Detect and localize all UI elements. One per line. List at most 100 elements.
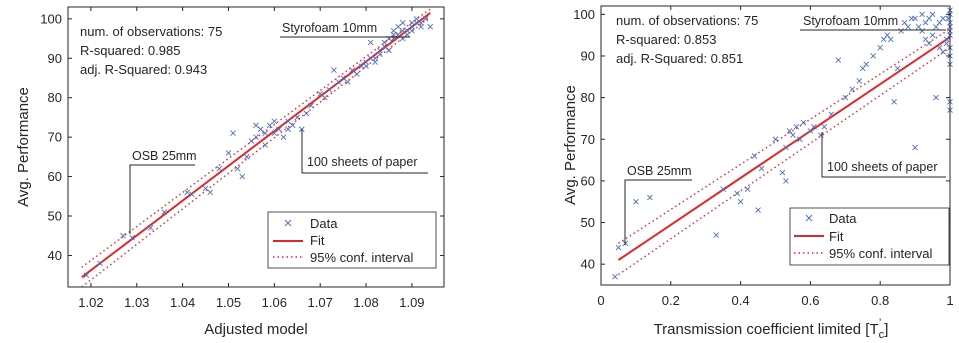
- data-point: [744, 186, 751, 193]
- data-point: [905, 24, 911, 30]
- data-point: [647, 194, 653, 201]
- data-point: [880, 36, 887, 43]
- data-point: [915, 24, 922, 30]
- data-point: [922, 19, 929, 26]
- y-tick-label: 90: [581, 48, 595, 63]
- data-point: [887, 36, 894, 43]
- data-point: [395, 31, 401, 38]
- data-point: [257, 126, 264, 133]
- data-point: [912, 144, 918, 151]
- y-axis-label: Avg. Performance: [15, 87, 32, 207]
- stat-adj-r-squared: adj. R-Squared: 0.851: [616, 51, 743, 66]
- data-point: [367, 55, 374, 62]
- data-point: [161, 209, 168, 215]
- y-tick-label: 90: [48, 51, 62, 66]
- data-point: [856, 78, 863, 84]
- y-tick-label: 70: [581, 132, 595, 147]
- data-point: [354, 71, 360, 77]
- data-point: [615, 244, 622, 251]
- data-point: [207, 189, 213, 196]
- data-point: [797, 136, 803, 143]
- data-point: [755, 207, 761, 213]
- plot-area-frame: [600, 5, 951, 286]
- data-point: [216, 165, 223, 172]
- data-point: [713, 232, 719, 238]
- data-point: [239, 173, 246, 180]
- data-point: [783, 178, 789, 184]
- data-point: [280, 134, 287, 140]
- ci-upper-line: [618, 28, 951, 244]
- y-tick-label: 50: [581, 215, 595, 230]
- data-point: [940, 15, 946, 22]
- data-point: [919, 11, 925, 18]
- data-point: [399, 27, 406, 34]
- data-point: [253, 122, 259, 129]
- fit-line: [617, 36, 951, 261]
- data-point: [811, 123, 817, 130]
- x-tick-label: 1.07: [308, 295, 333, 310]
- data-point: [409, 19, 415, 26]
- x-tick-label: 0.2: [662, 293, 680, 308]
- data-point: [317, 90, 324, 97]
- data-point: [793, 123, 800, 130]
- data-point: [230, 130, 236, 137]
- data-point: [758, 165, 765, 172]
- stat-observations: num. of observations: 75: [616, 13, 758, 28]
- data-point: [358, 63, 365, 69]
- data-point: [266, 122, 273, 129]
- ci-upper-line: [81, 8, 431, 268]
- x-tick-label: 1.06: [262, 295, 287, 310]
- data-point: [303, 110, 310, 117]
- data-point: [271, 130, 278, 137]
- legend-marker-data: [284, 219, 292, 227]
- legend: Data Fit 95% conf. interval: [789, 207, 950, 266]
- y-tick-label: 40: [48, 248, 62, 263]
- data-point: [940, 48, 946, 55]
- data-point: [321, 94, 328, 101]
- annotation-styrofoam: Styrofoam 10mm: [280, 21, 410, 38]
- data-point: [422, 16, 429, 22]
- legend-label-fit: Fit: [829, 229, 844, 244]
- stat-r-squared: R-squared: 0.985: [80, 43, 180, 58]
- data-point: [381, 39, 388, 46]
- data-point: [919, 28, 925, 34]
- data-point: [849, 86, 856, 93]
- y-tick-label: 70: [48, 130, 62, 145]
- data-point: [184, 189, 191, 196]
- data-point: [870, 53, 877, 59]
- data-point: [372, 59, 379, 66]
- y-tick-label: 100: [40, 11, 62, 26]
- stat-r-squared: R-squared: 0.853: [616, 32, 716, 47]
- legend-label-ci: 95% conf. interval: [310, 250, 413, 265]
- data-point: [926, 40, 932, 47]
- x-axis-label: Transmission coefficient limited [Tc']: [654, 317, 889, 341]
- data-point: [234, 165, 241, 172]
- data-point: [271, 118, 278, 125]
- data-point: [344, 79, 351, 85]
- data-point: [331, 67, 337, 73]
- annotation-osb: OSB 25mm: [129, 149, 197, 234]
- data-point: [399, 19, 406, 26]
- data-point: [943, 40, 950, 47]
- ci-lower-line: [81, 16, 431, 288]
- y-tick-label: 50: [48, 209, 62, 224]
- annotation-osb: OSB 25mm: [624, 164, 692, 245]
- y-tick-label: 80: [581, 90, 595, 105]
- data-point: [248, 138, 255, 144]
- data-point: [147, 225, 154, 231]
- svg-text:100 sheets of paper: 100 sheets of paper: [307, 155, 418, 169]
- data-point: [901, 19, 908, 26]
- data-point: [262, 130, 268, 137]
- data-point: [612, 273, 618, 280]
- data-point: [877, 44, 884, 51]
- y-tick-label: 80: [48, 90, 62, 105]
- data-point: [202, 185, 209, 192]
- annotation-paper: 100 sheets of paper: [821, 132, 946, 178]
- data-point: [413, 16, 420, 22]
- data-point: [386, 47, 392, 54]
- data-point: [340, 75, 346, 81]
- data-point: [929, 32, 936, 38]
- data-point: [779, 169, 786, 176]
- data-point: [926, 15, 932, 22]
